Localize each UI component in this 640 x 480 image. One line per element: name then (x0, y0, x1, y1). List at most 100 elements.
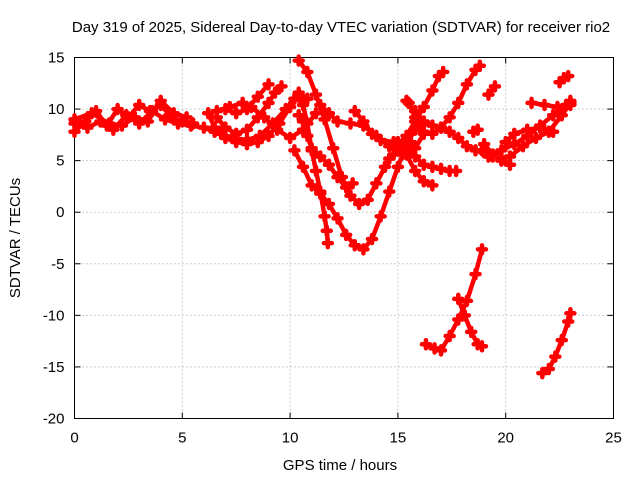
data-point (452, 313, 465, 326)
data-point (322, 106, 336, 120)
data-point (426, 160, 439, 174)
data-point (417, 175, 431, 188)
series-sat-e (210, 80, 288, 141)
data-point (449, 164, 463, 178)
data-point (262, 78, 275, 91)
data-point (546, 125, 560, 139)
data-point (283, 131, 297, 145)
data-point (383, 152, 396, 165)
series-sat-aa (419, 243, 489, 357)
data-point (335, 170, 349, 184)
series-sat-p (391, 135, 439, 192)
data-point (180, 111, 193, 124)
data-point (555, 109, 569, 122)
data-point (85, 106, 98, 120)
data-point (266, 117, 280, 130)
data-point (132, 98, 146, 112)
data-point (346, 177, 359, 190)
x-tick-label: 10 (282, 430, 299, 447)
data-point (344, 189, 357, 202)
data-point (443, 329, 456, 343)
data-point (154, 94, 167, 108)
data-point (296, 98, 310, 112)
data-point (426, 179, 439, 192)
data-point (321, 236, 335, 250)
series-sat-ac (536, 307, 577, 380)
x-tick-label: 15 (390, 430, 407, 447)
y-tick-label: 5 (56, 153, 64, 170)
data-point (301, 65, 314, 79)
data-point (296, 160, 310, 174)
x-tick-labels: 0 5 10 15 20 25 (70, 430, 622, 447)
data-point (305, 179, 318, 192)
data-point (240, 123, 254, 136)
data-point (214, 127, 228, 141)
data-point (408, 150, 422, 163)
data-point (391, 160, 405, 174)
data-point (533, 121, 547, 134)
data-point (452, 292, 465, 306)
data-point (525, 96, 538, 110)
data-point (318, 210, 331, 223)
data-point (374, 210, 387, 223)
data-point (495, 152, 508, 165)
data-point (219, 121, 232, 134)
data-point (314, 187, 327, 200)
data-point (128, 111, 142, 124)
data-point (348, 238, 362, 252)
data-point (320, 224, 334, 238)
data-point (245, 100, 258, 114)
data-point (68, 113, 81, 126)
data-point (115, 119, 129, 132)
data-point (434, 162, 448, 176)
series-sat-z (553, 69, 575, 89)
plot-frame (74, 57, 614, 419)
y-tick-label: -10 (43, 307, 65, 324)
data-point (426, 84, 439, 97)
data-point (417, 100, 431, 114)
data-point (408, 164, 422, 178)
data-point (564, 307, 577, 320)
data-point (452, 131, 465, 145)
data-point (326, 142, 340, 155)
y-tick-label: 10 (48, 101, 65, 118)
data-point (357, 115, 370, 128)
data-point (482, 88, 495, 101)
data-point (352, 197, 366, 211)
data-point (314, 150, 327, 163)
data-point (443, 125, 456, 139)
data-point (348, 104, 362, 118)
y-tick-label: 15 (48, 50, 65, 67)
data-point (309, 164, 323, 178)
data-point (400, 94, 413, 108)
data-point (257, 111, 271, 124)
data-point (288, 144, 301, 157)
data-point (365, 232, 379, 246)
data-series (68, 54, 577, 380)
y-tick-label: -15 (43, 359, 65, 376)
data-point (469, 267, 482, 281)
series-sat-y (525, 96, 577, 114)
data-point (318, 113, 331, 126)
data-point (391, 135, 405, 149)
data-point (201, 106, 215, 120)
data-point (223, 100, 236, 114)
data-point (434, 121, 448, 134)
data-point (561, 69, 575, 83)
data-point (475, 243, 489, 256)
x-tick-label: 25 (605, 430, 622, 447)
series-line (529, 100, 573, 110)
data-point (488, 80, 502, 93)
data-point (400, 129, 413, 143)
data-point (419, 337, 433, 351)
data-point (508, 137, 521, 151)
series-sat-ab (452, 292, 489, 353)
data-point (236, 96, 249, 110)
data-point (538, 98, 551, 112)
data-point (275, 80, 288, 93)
x-axis-label: GPS time / hours (283, 457, 397, 474)
data-point (460, 294, 474, 308)
data-point (186, 117, 200, 130)
y-tick-label: -20 (43, 411, 65, 428)
data-point (417, 115, 431, 128)
